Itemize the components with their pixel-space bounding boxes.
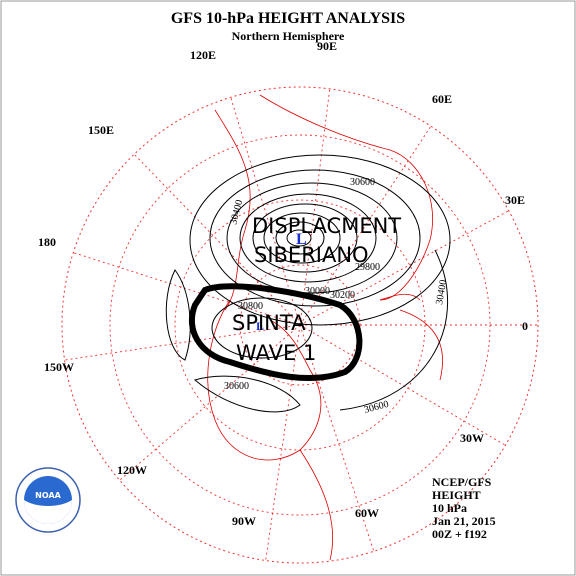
map-boundary [61, 86, 539, 564]
lon-label: 30W [460, 431, 484, 445]
map-body [64, 87, 538, 563]
lon-label: 60E [432, 92, 452, 106]
info-line: 00Z + f192 [432, 527, 487, 541]
annotation: DISPLACMENT [252, 214, 401, 238]
lon-label: 150E [88, 123, 114, 137]
coastlines [207, 94, 443, 561]
noaa-logo: NOAA [15, 467, 81, 533]
contour-label: 30400 [434, 279, 449, 306]
longitude-labels: 90E 60E 30E 0 30W 60W 90W 120W 150W 180 … [38, 39, 528, 528]
info-block: NCEP/GFS HEIGHT 10 hPa Jan 21, 2015 00Z … [432, 475, 496, 541]
logo-text: NOAA [35, 491, 61, 500]
lon-label: 0 [522, 319, 528, 333]
lon-label: 60W [355, 506, 379, 520]
low-marker: L [256, 319, 264, 333]
lon-label: 150W [44, 360, 74, 374]
wave-outline [188, 283, 363, 382]
info-line: NCEP/GFS [432, 475, 492, 489]
subtitle: Northern Hemisphere [232, 29, 345, 43]
lon-label: 90W [232, 514, 256, 528]
contour-label: 30600 [350, 177, 375, 188]
lon-label: 120E [190, 48, 216, 62]
annotation: SIBERIANO [254, 243, 369, 267]
lon-label: 30E [505, 193, 525, 207]
annotation: WAVE 1 [236, 341, 316, 365]
lon-label: 180 [38, 235, 56, 249]
contour-label: 30800 [238, 301, 263, 312]
info-line: 10 hPa [432, 501, 467, 515]
title: GFS 10-hPa HEIGHT ANALYSIS [171, 10, 405, 27]
annotation: SPINTA [232, 311, 306, 335]
lon-label: 120W [117, 463, 147, 477]
contours [165, 154, 451, 413]
lon-label: 90E [317, 39, 337, 53]
contour-label: 30600 [224, 381, 249, 392]
contour-label: 29800 [355, 262, 380, 273]
info-line: HEIGHT [432, 488, 481, 502]
contour-label: 30200 [330, 290, 355, 301]
low-marker: L [296, 231, 307, 248]
info-line: Jan 21, 2015 [432, 514, 496, 528]
contour-label: 30000 [305, 286, 330, 297]
